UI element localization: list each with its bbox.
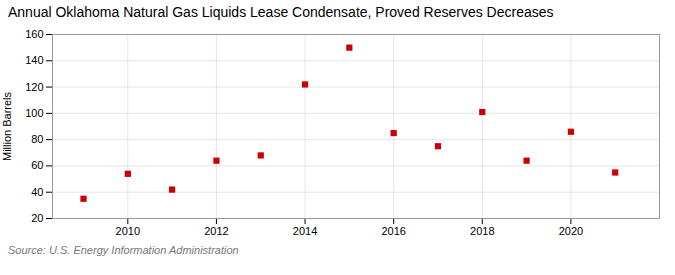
svg-text:2020: 2020 xyxy=(559,225,583,237)
svg-text:2016: 2016 xyxy=(381,225,405,237)
svg-text:2012: 2012 xyxy=(204,225,228,237)
svg-text:100: 100 xyxy=(25,107,43,119)
svg-text:60: 60 xyxy=(31,159,43,171)
html-text:Annual Oklahoma Natural Gas Li: Annual Oklahoma Natural Gas Liquids Leas… xyxy=(8,4,554,20)
svg-text:2014: 2014 xyxy=(293,225,317,237)
svg-text:2010: 2010 xyxy=(116,225,140,237)
svg-text:20: 20 xyxy=(31,212,43,224)
svg-text:2018: 2018 xyxy=(470,225,494,237)
svg-text:140: 140 xyxy=(25,54,43,66)
svg-text:160: 160 xyxy=(25,28,43,40)
svg-text:120: 120 xyxy=(25,81,43,93)
svg-text:80: 80 xyxy=(31,133,43,145)
svg-text:Million Barrels: Million Barrels xyxy=(1,91,13,161)
html-text:Source: U.S. Energy Informatio: Source: U.S. Energy Information Administ… xyxy=(8,244,239,256)
svg-text:40: 40 xyxy=(31,186,43,198)
